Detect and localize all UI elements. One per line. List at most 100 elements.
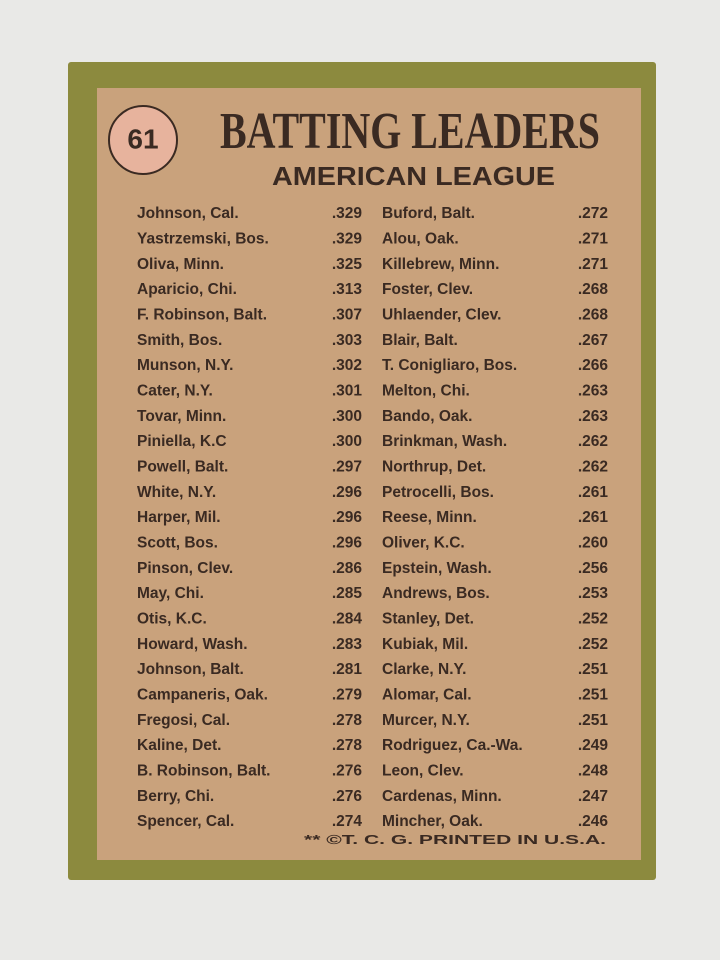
batting-average: .274 — [332, 813, 363, 830]
batting-average: .300 — [332, 433, 362, 450]
footer: ** ©T. C. G. PRINTED IN U.S.A. — [304, 833, 606, 847]
player-name: Tovar, Minn. — [137, 408, 226, 425]
player-name: Kubiak, Mil. — [382, 636, 468, 653]
player-name: Bando, Oak. — [382, 408, 472, 425]
batting-average: .297 — [332, 458, 362, 475]
player-name: Buford, Balt. — [382, 205, 475, 222]
player-name: Spencer, Cal. — [137, 813, 234, 830]
player-name: Scott, Bos. — [137, 534, 218, 551]
batting-average: .325 — [332, 256, 363, 273]
player-name: Andrews, Bos. — [382, 585, 490, 602]
batting-average: .276 — [332, 762, 363, 779]
batting-average: .263 — [578, 382, 609, 399]
player-name: T. Conigliaro, Bos. — [382, 357, 517, 374]
player-name: Petrocelli, Bos. — [382, 484, 494, 501]
batting-average: .256 — [578, 560, 609, 577]
player-name: Cardenas, Minn. — [382, 788, 502, 805]
player-name: Berry, Chi. — [137, 788, 214, 805]
batting-average: .285 — [332, 585, 363, 602]
title: BATTING LEADERS — [220, 103, 600, 160]
batting-average: .307 — [332, 306, 362, 323]
batting-average: .261 — [578, 509, 609, 526]
player-name: Oliver, K.C. — [382, 534, 465, 551]
batting-average: .260 — [578, 534, 608, 551]
player-name: F. Robinson, Balt. — [137, 306, 267, 323]
badge-circle — [108, 105, 178, 175]
player-name: Uhlaender, Clev. — [382, 306, 501, 323]
batting-average: .296 — [332, 484, 363, 501]
batting-average: .296 — [332, 509, 363, 526]
player-name: Killebrew, Minn. — [382, 256, 499, 273]
player-name: Piniella, K.C — [137, 433, 227, 450]
card-panel — [97, 88, 641, 860]
player-name: Foster, Clev. — [382, 281, 473, 298]
batting-average: .271 — [578, 230, 609, 247]
batting-average: .272 — [578, 205, 608, 222]
player-name: Smith, Bos. — [137, 332, 222, 349]
player-name: Blair, Balt. — [382, 332, 458, 349]
player-name: Johnson, Balt. — [137, 661, 244, 678]
batting-average: .276 — [332, 788, 363, 805]
batting-average: .262 — [578, 458, 608, 475]
player-name: Aparicio, Chi. — [137, 281, 237, 298]
batting-average: .278 — [332, 737, 363, 754]
batting-average: .251 — [578, 686, 609, 703]
player-name: Fregosi, Cal. — [137, 712, 230, 729]
batting-average: .278 — [332, 712, 363, 729]
batting-average: .263 — [578, 408, 609, 425]
player-name: Howard, Wash. — [137, 636, 248, 653]
leader-table: Johnson, Cal. .329 Yastrzemski, Bos. .329 Ol… — [137, 205, 608, 830]
batting-average: .302 — [332, 357, 362, 374]
subtitle: AMERICAN LEAGUE — [272, 161, 555, 191]
player-name: Alou, Oak. — [382, 230, 459, 247]
player-name: Clarke, N.Y. — [382, 661, 466, 678]
player-name: Johnson, Cal. — [137, 205, 239, 222]
batting-average: .248 — [578, 762, 609, 779]
player-name: Munson, N.Y. — [137, 357, 233, 374]
player-name: May, Chi. — [137, 585, 204, 602]
batting-average: .313 — [332, 281, 363, 298]
player-name: Brinkman, Wash. — [382, 433, 507, 450]
player-name: Melton, Chi. — [382, 382, 470, 399]
batting-average: .253 — [578, 585, 609, 602]
player-name: Powell, Balt. — [137, 458, 228, 475]
batting-average: .266 — [578, 357, 609, 374]
player-name: Harper, Mil. — [137, 509, 221, 526]
player-name: Campaneris, Oak. — [137, 686, 268, 703]
batting-average: .249 — [578, 737, 609, 754]
batting-average: .296 — [332, 534, 363, 551]
batting-average: .247 — [578, 788, 608, 805]
player-name: Mincher, Oak. — [382, 813, 483, 830]
player-name: Epstein, Wash. — [382, 560, 492, 577]
player-name: Yastrzemski, Bos. — [137, 230, 269, 247]
player-name: Northrup, Det. — [382, 458, 486, 475]
batting-average: .268 — [578, 281, 609, 298]
player-name: Kaline, Det. — [137, 737, 221, 754]
player-name: Alomar, Cal. — [382, 686, 472, 703]
player-name: Leon, Clev. — [382, 762, 464, 779]
player-name: Pinson, Clev. — [137, 560, 233, 577]
batting-average: .283 — [332, 636, 363, 653]
batting-average: .262 — [578, 433, 608, 450]
batting-average: .246 — [578, 813, 609, 830]
batting-average: .301 — [332, 382, 363, 399]
batting-average: .267 — [578, 332, 608, 349]
batting-average: .329 — [332, 230, 363, 247]
batting-average: .268 — [578, 306, 609, 323]
batting-average: .252 — [578, 636, 608, 653]
batting-average: .303 — [332, 332, 363, 349]
batting-average: .279 — [332, 686, 363, 703]
player-name: B. Robinson, Balt. — [137, 762, 270, 779]
batting-average: .252 — [578, 610, 608, 627]
batting-average: .271 — [578, 256, 609, 273]
player-name: Otis, K.C. — [137, 610, 207, 627]
batting-average: .251 — [578, 712, 609, 729]
batting-average: .300 — [332, 408, 362, 425]
batting-average: .261 — [578, 484, 609, 501]
player-name: Oliva, Minn. — [137, 256, 224, 273]
batting-average: .329 — [332, 205, 363, 222]
batting-average: .251 — [578, 661, 609, 678]
player-name: White, N.Y. — [137, 484, 216, 501]
